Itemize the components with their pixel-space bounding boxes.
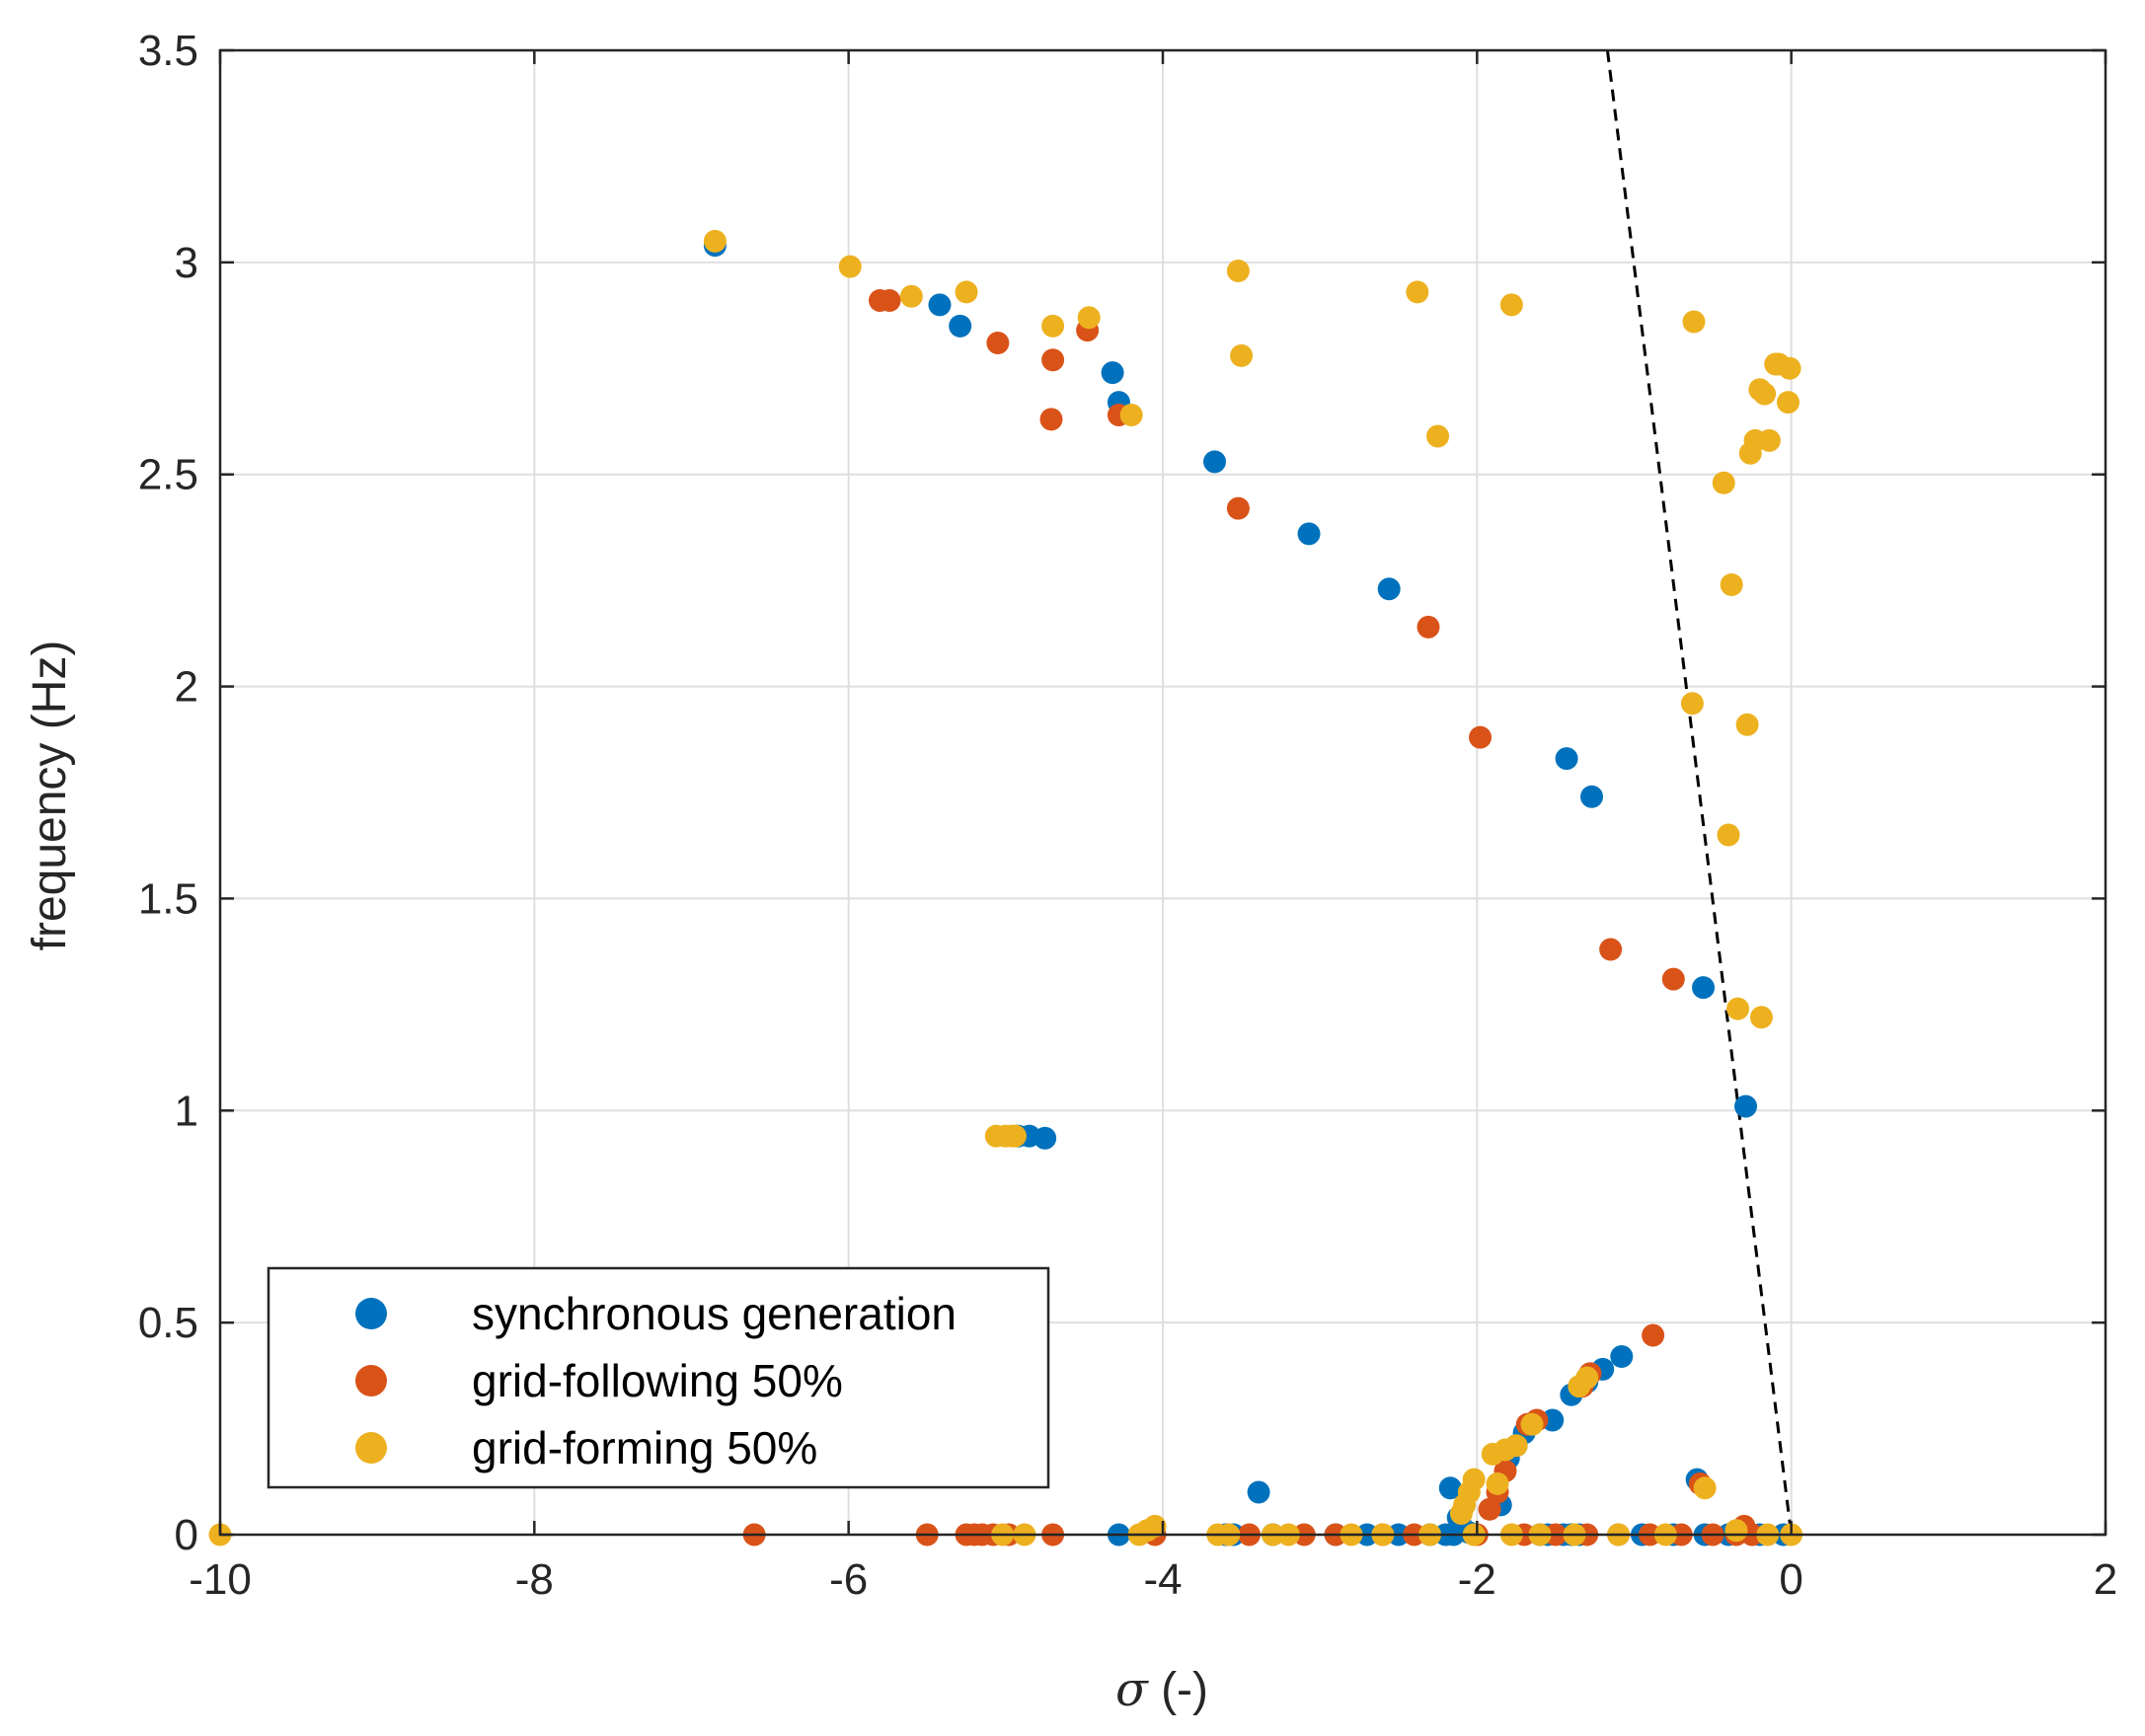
x-axis-label-unit: (-) [1148,1664,1208,1716]
point-grid-forming-50 [1717,823,1740,847]
point-grid-following-50 [1417,615,1440,639]
point-grid-following-50 [878,289,901,313]
x-tick-label: -2 [1458,1555,1496,1604]
legend-marker-grid-following [355,1365,387,1396]
point-grid-forming-50 [838,255,862,278]
point-grid-forming-50 [1230,343,1254,367]
point-grid-following-50 [1039,408,1063,431]
tick-labels: -10 -8 -6 -4 -2 0 2 0 0.5 1 1.5 2 2.5 3 3.5 [138,27,2117,1604]
y-tick-label: 2 [175,663,198,712]
point-grid-forming-50 [1486,1472,1509,1495]
legend-box [267,1266,1050,1489]
point-grid-forming-50 [1682,310,1706,334]
point-grid-following-50 [986,332,1010,355]
point-synchronous-generation [928,293,952,317]
point-grid-following-50 [1226,496,1250,520]
point-grid-forming-50 [1749,1006,1773,1029]
point-synchronous-generation [1555,747,1578,771]
point-grid-forming-50 [1499,293,1523,317]
point-grid-forming-50 [1680,692,1704,716]
legend-marker-synchronous-generation [355,1298,387,1329]
y-tick-label: 1.5 [138,874,198,923]
y-tick-label: 3.5 [138,27,198,75]
y-tick-label: 1 [175,1087,198,1135]
x-axis-label-symbol: σ [1115,1662,1149,1717]
point-grid-forming-50 [1494,1438,1517,1462]
axes [218,48,2107,1537]
reference-line [1605,49,1794,1536]
legend: synchronous generation grid-following 50… [267,1266,1050,1489]
point-synchronous-generation [1438,1476,1462,1500]
point-grid-forming-50 [1406,280,1429,304]
point-grid-forming-50 [1041,314,1065,338]
legend-label-synchronous-generation: synchronous generation [472,1288,957,1339]
point-grid-forming-50 [1693,1476,1717,1500]
point-synchronous-generation [1692,976,1716,1000]
point-grid-forming-50 [1753,382,1777,406]
point-grid-forming-50 [1720,572,1743,596]
point-grid-following-50 [1041,348,1065,372]
point-grid-forming-50 [1077,306,1101,330]
legend-label-grid-following: grid-following 50% [472,1355,843,1406]
point-grid-forming-50 [703,229,727,253]
point-grid-following-50 [1661,967,1685,991]
legend-marker-grid-forming [355,1432,387,1464]
point-synchronous-generation [1101,361,1124,385]
point-grid-forming-50 [1119,404,1143,427]
point-grid-forming-50 [899,284,923,308]
point-grid-following-50 [1599,938,1623,961]
point-synchronous-generation [1734,1094,1758,1118]
point-synchronous-generation [1610,1345,1634,1369]
point-synchronous-generation [1247,1480,1270,1504]
y-tick-label: 0.5 [138,1299,198,1347]
point-grid-forming-50 [1143,1514,1167,1538]
point-synchronous-generation [1541,1408,1565,1432]
point-grid-following-50 [1642,1323,1665,1347]
point-grid-forming-50 [1426,424,1450,448]
point-synchronous-generation [1297,522,1321,546]
y-axis-label: frequency (Hz) [24,641,76,951]
point-grid-forming-50 [1226,259,1250,282]
point-synchronous-generation [1377,577,1401,601]
point-grid-forming-50 [1757,428,1781,452]
x-axis-label: σ (-) [1115,1662,1208,1717]
point-grid-forming-50 [1724,1519,1748,1543]
x-tick-label: -6 [829,1555,868,1604]
point-synchronous-generation [1203,450,1227,474]
point-synchronous-generation [949,314,972,338]
point-grid-forming-50 [955,280,978,304]
point-grid-forming-50 [1776,391,1800,415]
x-tick-label: -4 [1143,1555,1182,1604]
point-grid-forming-50 [1778,356,1801,380]
point-grid-forming-50 [1575,1366,1599,1390]
point-grid-following-50 [1478,1497,1501,1521]
point-grid-forming-50 [1726,997,1750,1020]
point-grid-forming-50 [1712,471,1735,494]
x-tick-label: -8 [515,1555,554,1604]
point-grid-forming-50 [1003,1124,1027,1148]
x-tick-label: 0 [1779,1555,1802,1604]
reference-line-group [1605,49,1794,1536]
point-grid-forming-50 [1449,1502,1473,1526]
point-grid-forming-50 [1735,713,1759,736]
y-tick-label: 0 [175,1511,198,1559]
x-tick-label: -10 [189,1555,252,1604]
y-tick-label: 2.5 [138,451,198,499]
y-tick-label: 3 [175,239,198,287]
point-grid-following-50 [1469,725,1493,749]
x-tick-label: 2 [2094,1555,2117,1604]
point-synchronous-generation [1580,785,1604,808]
legend-label-grid-forming: grid-forming 50% [472,1422,817,1473]
point-grid-forming-50 [1520,1412,1544,1436]
